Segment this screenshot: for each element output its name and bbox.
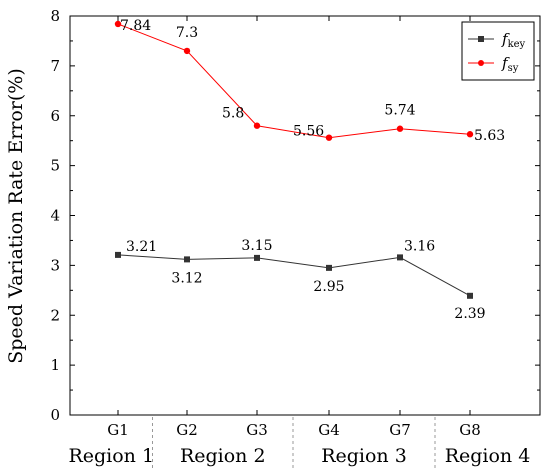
data-label: 5.56	[293, 124, 324, 140]
y-tick-label: 5	[50, 157, 60, 175]
data-point	[253, 122, 261, 129]
data-point	[396, 125, 404, 132]
data-point	[254, 254, 260, 261]
series-line-1	[117, 23, 471, 139]
data-label: 5.8	[222, 106, 244, 122]
y-axis-label: Speed Variation Rate Error(%)	[5, 68, 27, 364]
legend-marker	[478, 60, 484, 66]
legend-entry-sub: key	[508, 39, 526, 50]
data-label: 3.21	[126, 239, 157, 255]
y-tick-label: 6	[50, 107, 60, 125]
data-label: 2.39	[454, 306, 485, 322]
data-point	[325, 134, 333, 141]
y-tick-label: 3	[50, 256, 60, 274]
data-point	[467, 292, 473, 299]
y-tick-label: 0	[50, 406, 60, 424]
data-label: 5.63	[474, 128, 505, 144]
region-label: Region 2	[180, 445, 266, 467]
data-point	[114, 20, 122, 28]
data-label: 5.74	[384, 103, 415, 119]
x-tick-label: G1	[107, 421, 129, 439]
region-label: Region 4	[445, 445, 531, 467]
data-label: 2.95	[313, 279, 344, 295]
legend-entry: fkey	[501, 30, 526, 50]
data-label: 3.12	[171, 270, 202, 286]
legend-box	[461, 21, 535, 81]
series-line-0	[117, 254, 471, 297]
legend-entry: fsy	[501, 54, 519, 74]
x-tick-label: G3	[246, 421, 268, 439]
x-tick-label: G7	[389, 421, 411, 439]
y-tick-label: 7	[50, 57, 60, 75]
data-label: 7.3	[176, 25, 198, 41]
y-tick-label: 4	[50, 207, 60, 225]
data-point	[466, 131, 474, 138]
plot-area: 0 1 2 3 4 5 6 7 8 G1 G2 G3 G4 G7 G8 Region 1 Region 2 Reg…	[50, 7, 541, 470]
region-label: Region 1	[68, 445, 154, 467]
x-tick-label: G8	[459, 421, 481, 439]
legend-entry-sub: sy	[508, 63, 519, 74]
x-tick-label: G4	[318, 421, 340, 439]
legend-entry-main: f	[501, 54, 510, 72]
y-tick-label: 1	[50, 356, 60, 374]
region-label: Region 3	[321, 445, 407, 467]
data-point	[397, 254, 403, 261]
data-point	[183, 47, 191, 55]
legend-marker	[478, 36, 484, 42]
x-tick-label: G2	[176, 421, 198, 439]
y-tick-label: 2	[50, 306, 60, 324]
data-point	[184, 256, 190, 263]
y-tick-label: 8	[50, 7, 60, 25]
data-point	[115, 251, 121, 258]
data-label: 3.16	[404, 238, 435, 254]
data-label: 7.84	[120, 18, 151, 34]
legend-entry-main: f	[501, 30, 510, 48]
data-label: 3.15	[241, 238, 272, 254]
data-point	[326, 264, 332, 271]
